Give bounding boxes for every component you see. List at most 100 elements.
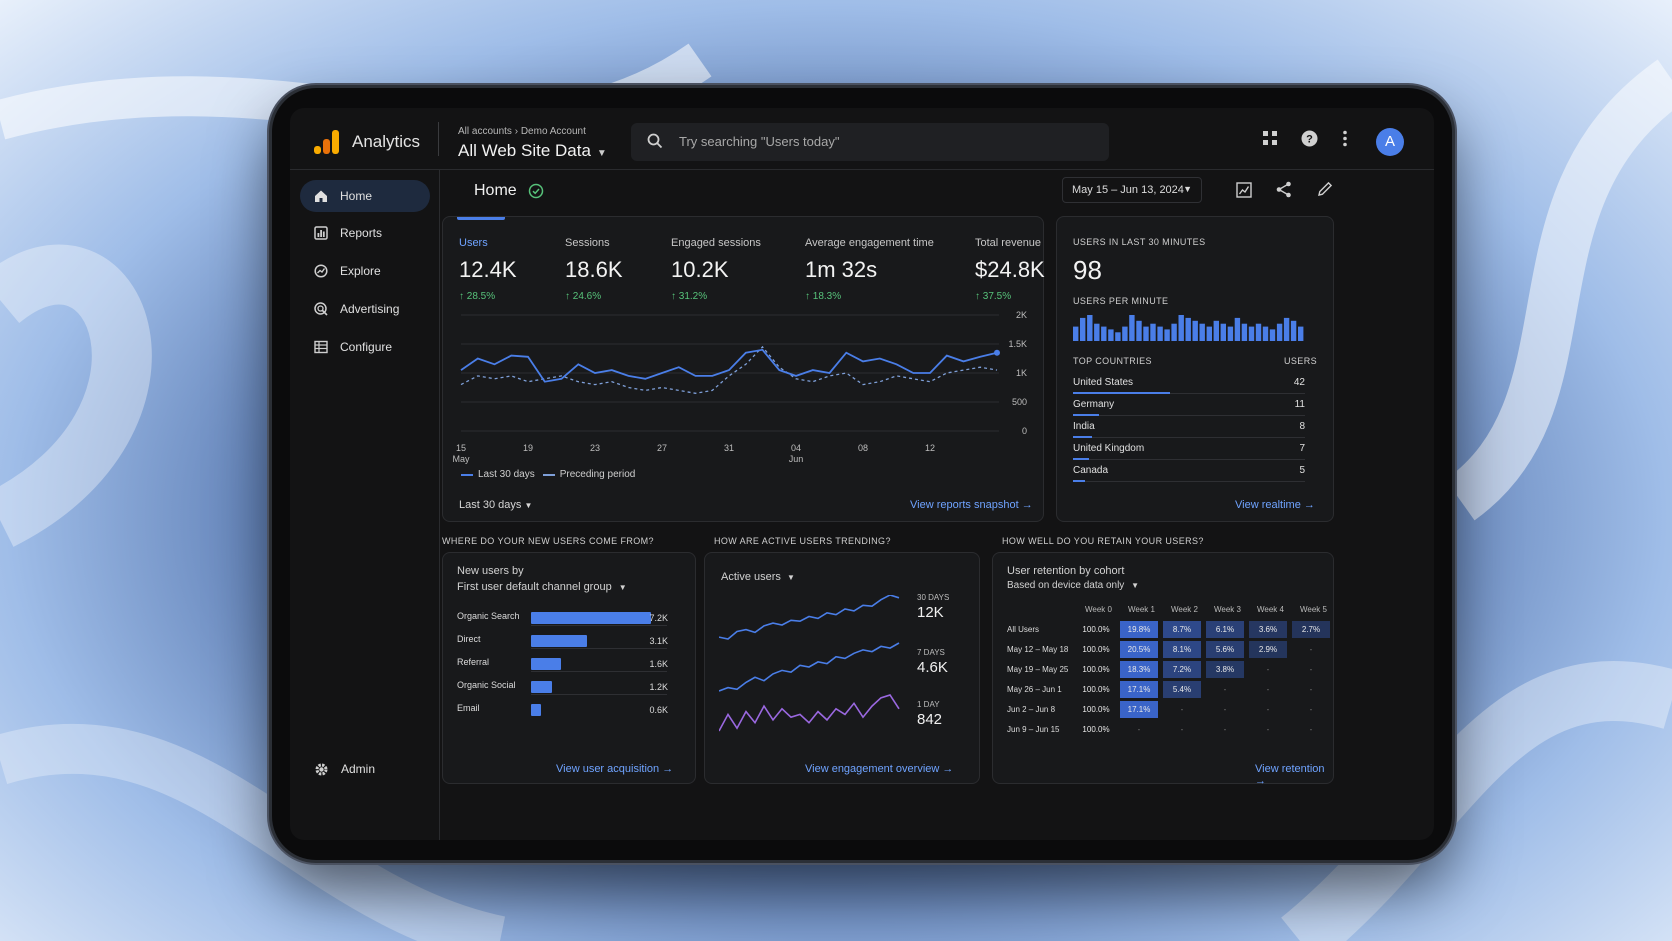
sidebar-item-reports[interactable]: Reports bbox=[300, 217, 430, 249]
minute-bar[interactable] bbox=[1122, 326, 1128, 341]
retention-cell[interactable]: - bbox=[1309, 705, 1313, 714]
minute-bar[interactable] bbox=[1080, 317, 1086, 341]
sidebar-item-home[interactable]: Home bbox=[300, 180, 430, 212]
retention-cell[interactable]: - bbox=[1309, 665, 1313, 674]
sidebar-item-configure[interactable]: Configure bbox=[300, 331, 430, 363]
retention-cell[interactable]: - bbox=[1180, 725, 1184, 734]
minute-bar[interactable] bbox=[1276, 323, 1283, 341]
minute-bar[interactable] bbox=[1248, 326, 1255, 341]
retention-cell[interactable]: - bbox=[1309, 645, 1313, 654]
minute-bar[interactable] bbox=[1157, 326, 1163, 341]
minute-bar[interactable] bbox=[1150, 323, 1156, 341]
retention-cell[interactable]: 17.1% bbox=[1120, 681, 1158, 698]
retention-cell[interactable]: 17.1% bbox=[1120, 701, 1158, 718]
sidebar-item-explore[interactable]: Explore bbox=[300, 255, 430, 287]
minute-bar[interactable] bbox=[1227, 326, 1234, 341]
retention-cell[interactable]: 100.0% bbox=[1082, 665, 1110, 674]
retention-cell[interactable]: - bbox=[1309, 685, 1313, 694]
retention-cell[interactable]: 5.6% bbox=[1206, 641, 1244, 658]
date-range-picker[interactable]: May 15 – Jun 13, 2024 ▼ bbox=[1062, 177, 1202, 203]
channel-row[interactable]: Organic Social 1.2K bbox=[457, 680, 668, 695]
view-engagement-overview-link[interactable]: View engagement overview → bbox=[805, 763, 954, 775]
retention-cell[interactable]: - bbox=[1266, 705, 1270, 714]
retention-cell[interactable]: 8.7% bbox=[1163, 621, 1201, 638]
metric-total-revenue[interactable]: Total revenue $24.8K ↑ 37.5% bbox=[975, 237, 1045, 302]
metric-avg-engagement-time[interactable]: Average engagement time 1m 32s ↑ 18.3% bbox=[805, 237, 934, 302]
retention-cell[interactable]: 100.0% bbox=[1082, 645, 1110, 654]
minute-bar[interactable] bbox=[1136, 320, 1142, 341]
retention-cell[interactable]: - bbox=[1266, 665, 1270, 674]
country-row[interactable]: Canada 5 bbox=[1073, 465, 1305, 482]
minute-bar[interactable] bbox=[1185, 317, 1191, 341]
minute-bar[interactable] bbox=[1213, 320, 1219, 341]
retention-cell[interactable]: 8.1% bbox=[1163, 641, 1201, 658]
apps-grid-icon[interactable] bbox=[1262, 130, 1278, 146]
channel-row[interactable]: Organic Search 7.2K bbox=[457, 611, 668, 626]
retention-cell[interactable]: 20.5% bbox=[1120, 641, 1158, 658]
retention-cell[interactable]: - bbox=[1223, 725, 1227, 734]
insights-chart-icon[interactable] bbox=[1236, 182, 1252, 198]
avatar[interactable]: A bbox=[1376, 128, 1404, 156]
retention-cell[interactable]: 100.0% bbox=[1082, 685, 1110, 694]
minute-bar[interactable] bbox=[1171, 323, 1177, 341]
minute-bar[interactable] bbox=[1143, 326, 1149, 341]
share-icon[interactable] bbox=[1276, 181, 1292, 198]
retention-cell[interactable]: - bbox=[1180, 705, 1184, 714]
breadcrumb-root[interactable]: All accounts bbox=[458, 126, 512, 137]
minute-bar[interactable] bbox=[1298, 326, 1304, 341]
minute-bar[interactable] bbox=[1115, 332, 1121, 341]
minute-bar[interactable] bbox=[1129, 315, 1135, 341]
minute-bar[interactable] bbox=[1073, 326, 1079, 341]
view-retention-link[interactable]: View retention → bbox=[1255, 763, 1325, 787]
retention-cell[interactable]: - bbox=[1223, 685, 1227, 694]
country-row[interactable]: India 8 bbox=[1073, 421, 1305, 438]
retention-cell[interactable]: 6.1% bbox=[1206, 621, 1244, 638]
metric-users[interactable]: Users 12.4K ↑ 28.5% bbox=[459, 237, 517, 302]
retention-cell[interactable]: 19.8% bbox=[1120, 621, 1158, 638]
retention-cell[interactable]: - bbox=[1223, 705, 1227, 714]
range-select[interactable]: Last 30 days ▼ bbox=[459, 499, 533, 511]
retention-cell[interactable]: 100.0% bbox=[1082, 625, 1110, 634]
retention-cell[interactable]: 7.2% bbox=[1163, 661, 1201, 678]
sidebar-item-admin[interactable]: Admin bbox=[300, 753, 430, 785]
minute-bar[interactable] bbox=[1178, 315, 1184, 341]
active-users-select[interactable]: Active users ▼ bbox=[721, 571, 795, 583]
property-selector[interactable]: All Web Site Data ▼ bbox=[458, 141, 607, 161]
series-end-point[interactable] bbox=[994, 349, 1000, 356]
channel-row[interactable]: Direct 3.1K bbox=[457, 634, 668, 649]
minute-bar[interactable] bbox=[1290, 320, 1297, 341]
search-bar[interactable]: Try searching "Users today" bbox=[631, 123, 1109, 161]
retention-cell[interactable]: 100.0% bbox=[1082, 725, 1110, 734]
retention-cell[interactable]: - bbox=[1266, 685, 1270, 694]
more-vert-icon[interactable] bbox=[1342, 130, 1348, 147]
minute-bar[interactable] bbox=[1269, 329, 1276, 341]
view-user-acquisition-link[interactable]: View user acquisition → bbox=[556, 763, 674, 775]
retention-cell[interactable]: 2.7% bbox=[1292, 621, 1330, 638]
minute-bar[interactable] bbox=[1164, 329, 1170, 341]
retention-cell[interactable]: 2.9% bbox=[1249, 641, 1287, 658]
retention-cell[interactable]: 5.4% bbox=[1163, 681, 1201, 698]
minute-bar[interactable] bbox=[1283, 317, 1290, 341]
minute-bar[interactable] bbox=[1241, 323, 1248, 341]
minute-bar[interactable] bbox=[1220, 323, 1226, 341]
metric-sessions[interactable]: Sessions 18.6K ↑ 24.6% bbox=[565, 237, 623, 302]
retention-cell[interactable]: 100.0% bbox=[1082, 705, 1110, 714]
sidebar-item-advertising[interactable]: Advertising bbox=[300, 293, 430, 325]
dimension-select[interactable]: First user default channel group ▼ bbox=[457, 581, 627, 593]
retention-cell[interactable]: 3.8% bbox=[1206, 661, 1244, 678]
retention-cell[interactable]: - bbox=[1309, 725, 1313, 734]
minute-bar[interactable] bbox=[1255, 323, 1262, 341]
minute-bar[interactable] bbox=[1199, 323, 1205, 341]
metric-engaged-sessions[interactable]: Engaged sessions 10.2K ↑ 31.2% bbox=[671, 237, 761, 302]
retention-cell[interactable]: - bbox=[1137, 725, 1141, 734]
retention-cell[interactable]: 18.3% bbox=[1120, 661, 1158, 678]
minute-bar[interactable] bbox=[1234, 317, 1241, 341]
minute-bar[interactable] bbox=[1101, 326, 1107, 341]
channel-row[interactable]: Email 0.6K bbox=[457, 703, 668, 716]
retention-basis-select[interactable]: Based on device data only ▼ bbox=[1007, 580, 1140, 591]
country-row[interactable]: Germany 11 bbox=[1073, 399, 1305, 416]
minute-bar[interactable] bbox=[1192, 320, 1198, 341]
country-row[interactable]: United Kingdom 7 bbox=[1073, 443, 1305, 460]
breadcrumb[interactable]: All accounts › Demo Account bbox=[458, 126, 586, 137]
minute-bar[interactable] bbox=[1108, 329, 1114, 341]
